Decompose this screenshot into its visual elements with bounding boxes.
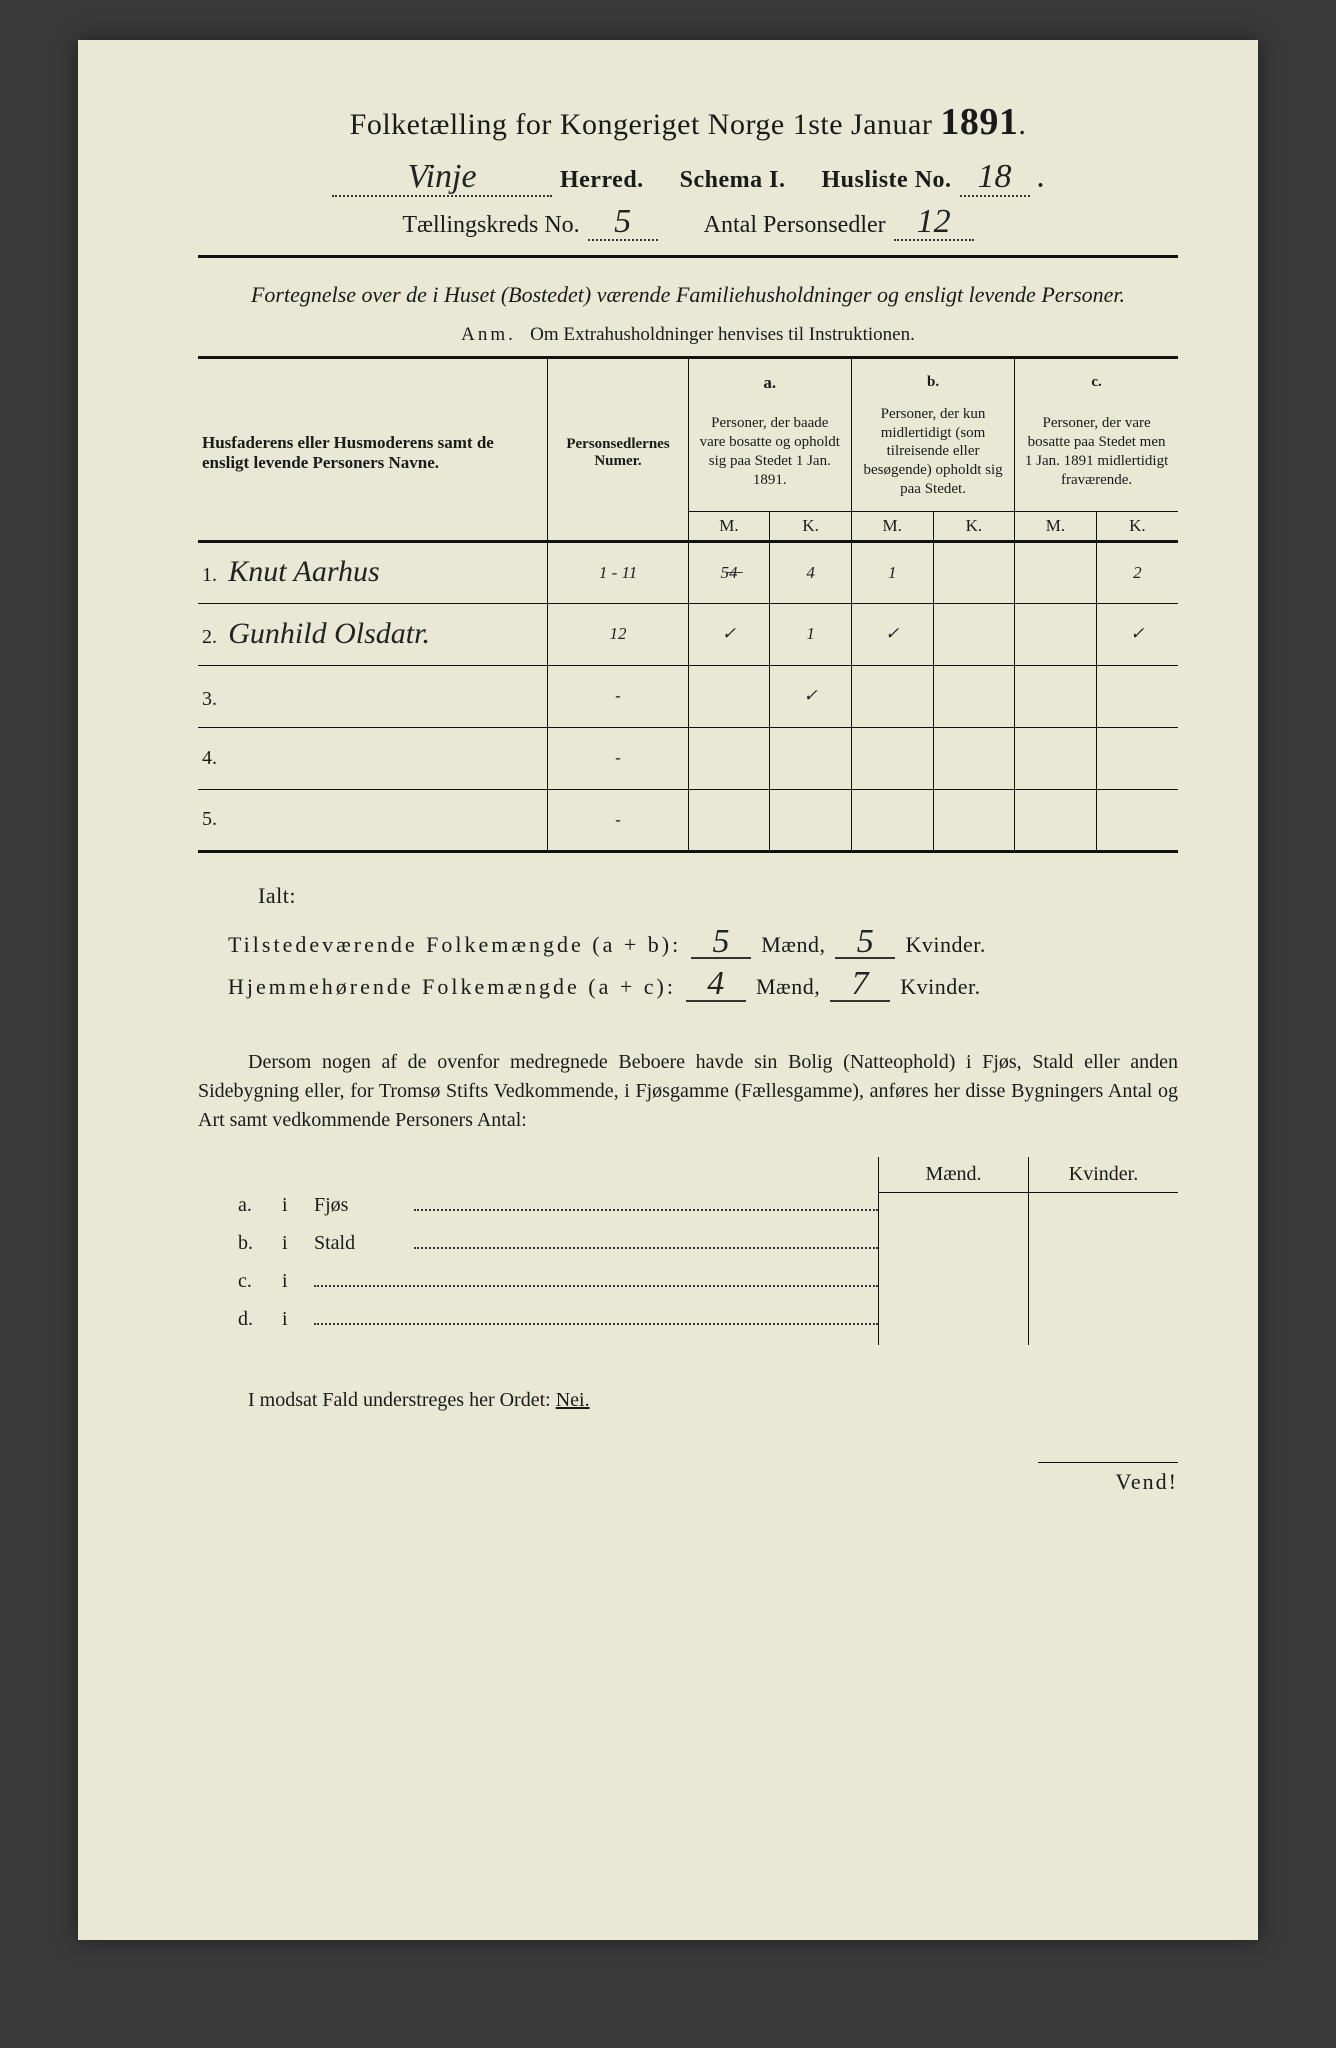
totals-2-m: 4: [686, 969, 746, 1002]
col-header-a: Personer, der baade vare bosatte og opho…: [688, 399, 851, 511]
subtitle: Fortegnelse over de i Huset (Bostedet) v…: [198, 280, 1178, 310]
cell-am: ✓: [688, 603, 770, 665]
name-cell: Gunhild Olsdatr.: [228, 617, 430, 650]
sb-row: b. i Stald: [238, 1231, 878, 1255]
table-row: 2. Gunhild Olsdatr. 12 ✓ 1 ✓ ✓: [198, 603, 1178, 665]
title-year: 1891: [940, 101, 1018, 143]
col-header-b: Personer, der kun midlertidigt (som tilr…: [851, 399, 1014, 511]
dotted-line: [314, 1307, 878, 1325]
dotted-line: [414, 1193, 878, 1211]
table-body: 1. Knut Aarhus 1 - 11 5̶4̶ 4 1 2 2. Gunh…: [198, 541, 1178, 851]
cell-bm: ✓: [851, 603, 933, 665]
cell-ck: ✓: [1096, 603, 1178, 665]
husliste-label: Husliste No.: [822, 167, 952, 194]
col-a-k: K.: [770, 511, 852, 541]
divider: [198, 255, 1178, 258]
totals-2-label: Hjemmehørende Folkemængde (a + c):: [228, 974, 676, 1000]
name-cell: Knut Aarhus: [228, 555, 379, 588]
annotation-line: Anm. Om Extrahusholdninger henvises til …: [198, 324, 1178, 346]
modsat-line: I modsat Fald understreges her Ordet: Ne…: [198, 1389, 1178, 1412]
totals-row-2: Hjemmehørende Folkemængde (a + c): 4 Mæn…: [228, 969, 1178, 1002]
title-text: Folketælling for Kongeriget Norge 1ste J…: [350, 108, 933, 141]
sb-head-k: Kvinder.: [1029, 1157, 1178, 1193]
herred-value: Vinje: [332, 162, 552, 197]
cell-bk: [933, 603, 1015, 665]
sb-col-m: [879, 1193, 1029, 1345]
col-c-m: M.: [1015, 511, 1097, 541]
husliste-value: 18: [960, 162, 1030, 197]
main-table: Husfaderens eller Husmoderens samt de en…: [198, 356, 1178, 853]
col-header-c: Personer, der vare bosatte paa Stedet me…: [1015, 399, 1178, 511]
personsedler-label: Antal Personsedler: [704, 212, 886, 239]
num-cell: -: [548, 727, 688, 789]
cell-ck: 2: [1096, 541, 1178, 603]
sidebuild-header: Mænd. Kvinder.: [238, 1157, 1178, 1193]
table-row: 3. - ✓: [198, 665, 1178, 727]
sb-right-cols: [878, 1193, 1178, 1345]
anm-prefix: Anm.: [461, 324, 516, 345]
col-c-k: K.: [1096, 511, 1178, 541]
cell-bk: [933, 665, 1015, 727]
num-cell: 12: [548, 603, 688, 665]
col-header-c-key: c.: [1015, 357, 1178, 399]
schema-label: Schema I.: [680, 167, 786, 194]
vend-label: Vend!: [1038, 1462, 1178, 1495]
col-b-k: K.: [933, 511, 1015, 541]
sb-row: c. i: [238, 1269, 878, 1293]
sidebuild-block: a. i Fjøs b. i Stald c. i d. i: [238, 1193, 1178, 1345]
cell-cm: [1015, 541, 1097, 603]
col-header-b-key: b.: [851, 357, 1014, 399]
kreds-label: Tællingskreds No.: [402, 212, 579, 239]
page-title: Folketælling for Kongeriget Norge 1ste J…: [198, 100, 1178, 144]
sb-head-m: Mænd.: [879, 1157, 1029, 1193]
sb-col-k: [1029, 1193, 1178, 1345]
kreds-value: 5: [588, 207, 658, 242]
col-b-m: M.: [851, 511, 933, 541]
totals-1-m: 5: [691, 927, 751, 960]
table-row: 1. Knut Aarhus 1 - 11 5̶4̶ 4 1 2: [198, 541, 1178, 603]
dotted-line: [414, 1231, 878, 1249]
num-cell: 1 - 11: [548, 541, 688, 603]
ialt-label: Ialt:: [258, 883, 1178, 909]
sb-row: a. i Fjøs: [238, 1193, 878, 1217]
personsedler-value: 12: [894, 207, 974, 242]
totals-2-k: 7: [830, 969, 890, 1002]
cell-bm: 1: [851, 541, 933, 603]
cell-ak: 4: [770, 541, 852, 603]
census-form-page: Folketælling for Kongeriget Norge 1ste J…: [78, 40, 1258, 1940]
cell-ak: 1: [770, 603, 852, 665]
table-row: 5. -: [198, 789, 1178, 851]
table-row: 4. -: [198, 727, 1178, 789]
cell-ak: ✓: [770, 665, 852, 727]
num-cell: -: [548, 789, 688, 851]
num-cell: -: [548, 665, 688, 727]
cell-bk: [933, 541, 1015, 603]
dotted-line: [314, 1269, 878, 1287]
nei-underlined: Nei.: [556, 1389, 590, 1411]
cell-bm: [851, 665, 933, 727]
sb-label: Fjøs: [314, 1194, 404, 1217]
cell-am: 5̶4̶: [688, 541, 770, 603]
totals-1-label: Tilstedeværende Folkemængde (a + b):: [228, 932, 681, 958]
cell-am: [688, 665, 770, 727]
cell-cm: [1015, 603, 1097, 665]
col-header-name: Husfaderens eller Husmoderens samt de en…: [198, 357, 548, 541]
sb-row: d. i: [238, 1307, 878, 1331]
totals-1-k: 5: [835, 927, 895, 960]
totals-row-1: Tilstedeværende Folkemængde (a + b): 5 M…: [228, 927, 1178, 960]
col-header-a-key: a.: [688, 357, 851, 399]
col-a-m: M.: [688, 511, 770, 541]
header-row-1: Vinje Herred. Schema I. Husliste No. 18.: [198, 162, 1178, 197]
cell-ck: [1096, 665, 1178, 727]
sb-label: Stald: [314, 1232, 404, 1255]
side-building-paragraph: Dersom nogen af de ovenfor medregnede Be…: [198, 1048, 1178, 1135]
cell-cm: [1015, 665, 1097, 727]
col-header-num: Personsedlernes Numer.: [548, 357, 688, 541]
herred-label: Herred.: [560, 167, 644, 194]
header-row-2: Tællingskreds No. 5 Antal Personsedler 1…: [198, 207, 1178, 242]
anm-text: Om Extrahusholdninger henvises til Instr…: [530, 324, 915, 345]
